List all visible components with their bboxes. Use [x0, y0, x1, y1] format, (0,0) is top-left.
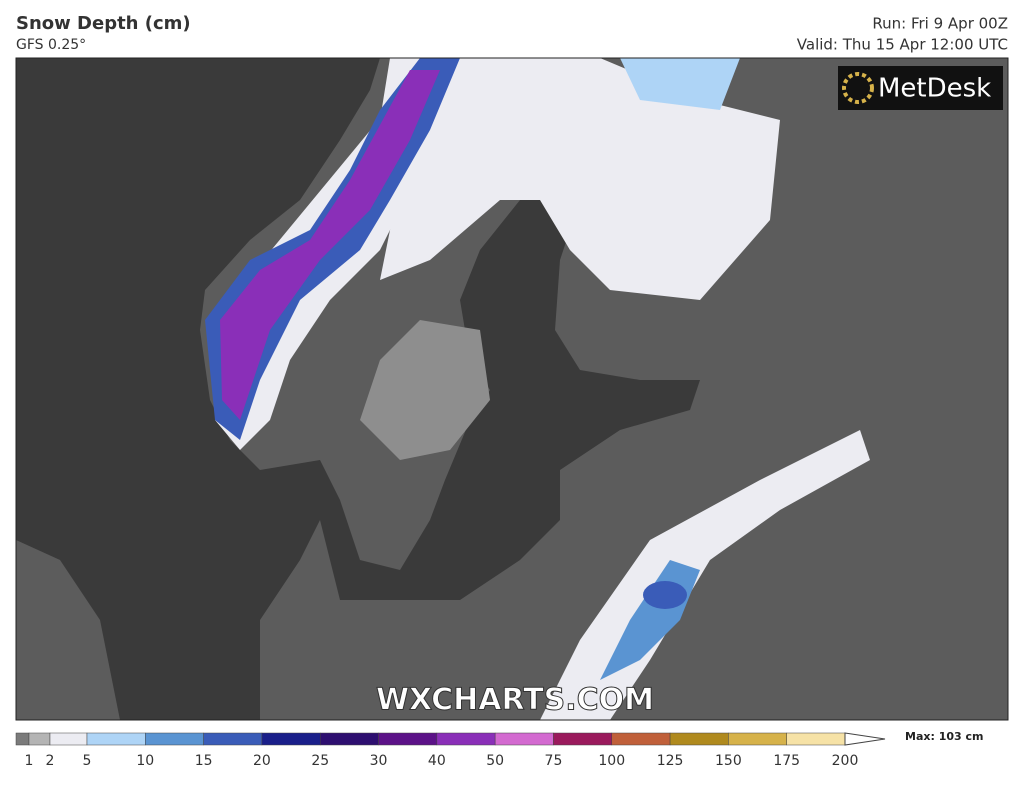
run-time: Run: Fri 9 Apr 00Z [872, 15, 1008, 33]
logo-icon [842, 72, 874, 104]
legend: 1 2 5 10 15 20 25 30 40 50 75 100 125 150 175 200 [15, 732, 886, 769]
legend-swatch [494, 732, 554, 746]
legend-swatch [203, 732, 263, 746]
legend-tick-label: 175 [773, 753, 800, 769]
valid-time: Valid: Thu 15 Apr 12:00 UTC [797, 36, 1008, 54]
snow-cover [620, 58, 740, 110]
legend-swatch [319, 732, 379, 746]
legend-arrow [844, 732, 886, 746]
legend-swatch [611, 732, 671, 746]
legend-tick-label: 75 [545, 753, 563, 769]
legend-swatch [728, 732, 787, 746]
legend-tick-label: 50 [486, 753, 504, 769]
legend-swatch [145, 732, 204, 746]
watermark: WXCHARTS.COM [376, 683, 654, 718]
legend-tick-label: 2 [46, 753, 55, 769]
legend-swatch [15, 732, 30, 746]
legend-tick-label: 20 [253, 753, 271, 769]
land [260, 520, 400, 720]
snow-cover [380, 58, 780, 300]
legend-tick-label: 1 [25, 753, 34, 769]
legend-tick-label: 25 [311, 753, 329, 769]
legend-tick-label: 5 [83, 753, 92, 769]
map-border [15, 57, 1009, 721]
map: MetDesk WXCHARTS.COM [15, 57, 1009, 721]
legend-swatch [378, 732, 438, 746]
legend-swatch [86, 732, 146, 746]
legend-swatch [49, 732, 88, 746]
legend-swatch [553, 732, 613, 746]
title: Snow Depth (cm) [16, 13, 191, 34]
legend-tick-label: 10 [136, 753, 154, 769]
legend-tick-label: 150 [715, 753, 742, 769]
logo: MetDesk [878, 74, 991, 104]
legend-swatch [669, 732, 729, 746]
legend-swatch [261, 732, 321, 746]
snow-thin [360, 320, 490, 460]
legend-tick-label: 100 [598, 753, 625, 769]
legend-tick-label: 200 [832, 753, 859, 769]
legend-tick-label: 125 [657, 753, 684, 769]
snow-cover [643, 581, 687, 609]
land [400, 58, 1008, 720]
legend-tick-label: 30 [370, 753, 388, 769]
land [16, 540, 120, 720]
legend-swatch [436, 732, 496, 746]
legend-swatch [28, 732, 51, 746]
subtitle: GFS 0.25° [16, 37, 86, 53]
legend-swatch [786, 732, 846, 746]
max-label: Max: 103 cm [905, 730, 983, 743]
legend-tick-label: 15 [195, 753, 213, 769]
logo-box [838, 66, 1003, 110]
legend-tick-label: 40 [428, 753, 446, 769]
snow-cover [220, 70, 440, 420]
